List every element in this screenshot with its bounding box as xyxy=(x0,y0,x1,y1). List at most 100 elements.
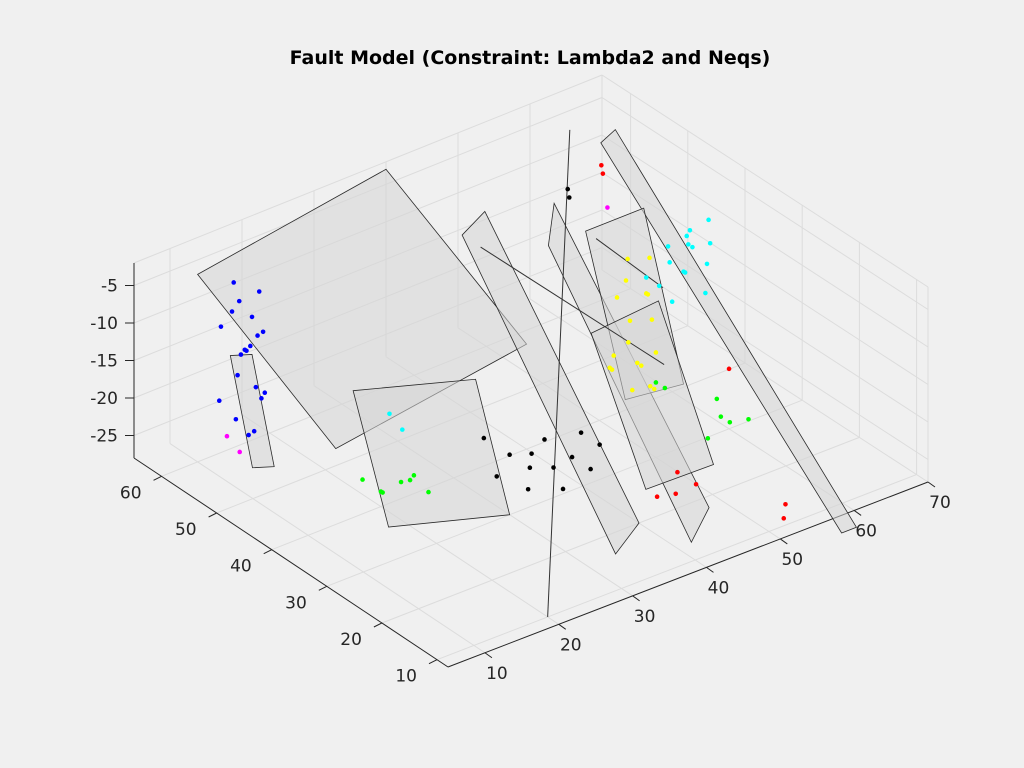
data-point xyxy=(614,295,620,300)
data-point xyxy=(360,477,365,482)
data-point xyxy=(781,516,787,521)
fault-planes xyxy=(197,128,858,617)
fault-plane xyxy=(352,378,511,528)
data-point xyxy=(597,442,602,447)
data-point xyxy=(256,289,262,294)
data-point xyxy=(218,324,224,329)
data-point xyxy=(653,380,659,385)
data-point xyxy=(651,386,657,392)
data-point xyxy=(542,437,547,442)
data-point xyxy=(551,465,556,470)
y-tick-label: 60 xyxy=(120,483,142,503)
data-point xyxy=(609,367,615,372)
data-point xyxy=(569,454,575,460)
grid-line xyxy=(169,443,486,654)
data-point xyxy=(662,385,668,391)
data-point xyxy=(654,494,660,500)
data-point xyxy=(643,275,649,280)
data-point xyxy=(246,432,251,438)
grid-line xyxy=(326,399,803,587)
data-point xyxy=(706,217,711,223)
data-point xyxy=(481,435,487,441)
data-point xyxy=(398,479,404,485)
hypocenter-points xyxy=(216,162,788,521)
data-point xyxy=(705,436,711,441)
x-tick-mark xyxy=(706,566,714,573)
fault-plane xyxy=(461,210,640,555)
y-tick-label: 40 xyxy=(230,557,252,577)
data-point xyxy=(653,350,659,355)
data-point xyxy=(667,260,672,265)
x-tick-label: 50 xyxy=(781,550,803,570)
data-point xyxy=(253,384,259,390)
pane-edge xyxy=(133,74,603,264)
grid-line xyxy=(457,327,781,540)
data-point xyxy=(529,451,534,456)
data-point xyxy=(251,428,257,434)
x-tick-mark xyxy=(632,595,640,602)
data-point xyxy=(627,318,633,324)
z-tick-label: -5 xyxy=(101,277,118,297)
data-point xyxy=(638,363,644,368)
data-point xyxy=(235,372,240,378)
fault-trace xyxy=(547,129,571,617)
data-point xyxy=(623,278,629,283)
data-point xyxy=(578,430,584,435)
data-point xyxy=(566,195,572,200)
fault-plane xyxy=(590,300,715,490)
data-point xyxy=(665,244,671,249)
data-point xyxy=(255,333,260,338)
tick-labels: 10 20 30 40 50 60 70 10 20 30 40 50 60 -5 -10 -15 -20 -25 xyxy=(90,277,951,687)
y-tick-label: 20 xyxy=(340,630,362,650)
data-point xyxy=(236,298,242,304)
data-point xyxy=(527,465,533,470)
x-tick-mark xyxy=(853,510,862,516)
data-point xyxy=(673,491,679,497)
data-point xyxy=(494,474,500,479)
data-point xyxy=(690,244,695,250)
data-point xyxy=(647,255,652,261)
data-point xyxy=(525,486,531,492)
chart-title: Fault Model (Constraint: Lambda2 and Neq… xyxy=(290,47,771,69)
data-point xyxy=(647,383,653,389)
y-tick-mark xyxy=(373,622,383,628)
data-point xyxy=(707,240,713,246)
data-point xyxy=(681,269,686,274)
data-point xyxy=(400,427,405,432)
fault-trace xyxy=(480,246,665,366)
data-point xyxy=(599,162,604,168)
data-point xyxy=(231,280,237,285)
data-point xyxy=(262,390,268,396)
x-tick-mark xyxy=(558,623,567,630)
data-point xyxy=(629,387,635,393)
y-tick-mark xyxy=(428,659,438,665)
data-point xyxy=(229,309,235,314)
fault-plane xyxy=(229,353,275,469)
z-tick-label: -25 xyxy=(90,427,118,447)
data-point xyxy=(693,481,699,487)
z-tick-label: -10 xyxy=(90,314,118,334)
x-tick-label: 60 xyxy=(855,521,877,541)
data-point xyxy=(588,466,593,472)
data-point xyxy=(718,414,724,419)
grid-line xyxy=(601,209,929,423)
grid-line xyxy=(601,97,929,310)
data-point xyxy=(605,205,610,210)
data-point xyxy=(380,490,385,495)
data-point xyxy=(675,469,680,475)
data-point xyxy=(625,256,630,262)
z-tick-label: -15 xyxy=(90,352,118,372)
data-point xyxy=(611,353,617,358)
data-point xyxy=(634,360,640,366)
data-point xyxy=(407,477,413,483)
data-point xyxy=(411,473,417,478)
data-point xyxy=(726,366,732,372)
y-tick-mark xyxy=(153,475,162,481)
data-point xyxy=(426,489,431,495)
data-point xyxy=(687,227,693,233)
data-point xyxy=(507,452,512,458)
data-point xyxy=(259,396,264,401)
fault-trace xyxy=(595,238,664,289)
data-point xyxy=(783,501,788,507)
